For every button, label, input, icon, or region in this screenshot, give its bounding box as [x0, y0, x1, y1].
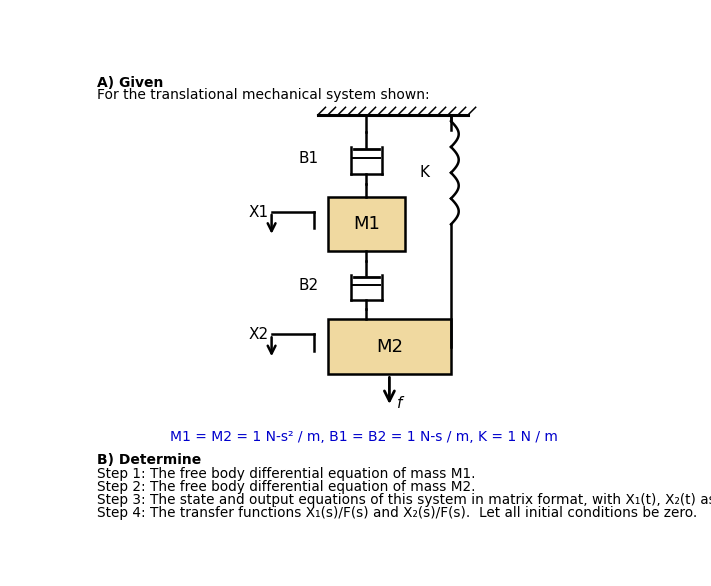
- Bar: [328, 319, 451, 374]
- Bar: [328, 197, 405, 251]
- Text: f: f: [397, 396, 402, 411]
- Text: Step 2: The free body differential equation of mass M2.: Step 2: The free body differential equat…: [97, 480, 476, 494]
- Text: X1: X1: [249, 205, 269, 220]
- Text: B) Determine: B) Determine: [97, 453, 201, 467]
- Text: X2: X2: [249, 327, 269, 342]
- Text: K: K: [419, 165, 429, 180]
- Text: B2: B2: [299, 278, 319, 292]
- Text: Step 4: The transfer functions X₁(s)/F(s) and X₂(s)/F(s).  Let all initial condi: Step 4: The transfer functions X₁(s)/F(s…: [97, 506, 697, 520]
- Text: M1: M1: [353, 215, 380, 233]
- Text: M1 = M2 = 1 N-s² / m, B1 = B2 = 1 N-s / m, K = 1 N / m: M1 = M2 = 1 N-s² / m, B1 = B2 = 1 N-s / …: [170, 430, 558, 444]
- Text: B1: B1: [299, 151, 319, 166]
- Text: A) Given: A) Given: [97, 77, 164, 90]
- Text: M2: M2: [376, 338, 403, 356]
- Text: Step 3: The state and output equations of this system in matrix format, with X₁(: Step 3: The state and output equations o…: [97, 493, 711, 507]
- Text: Step 1: The free body differential equation of mass M1.: Step 1: The free body differential equat…: [97, 467, 476, 481]
- Text: For the translational mechanical system shown:: For the translational mechanical system …: [97, 88, 429, 102]
